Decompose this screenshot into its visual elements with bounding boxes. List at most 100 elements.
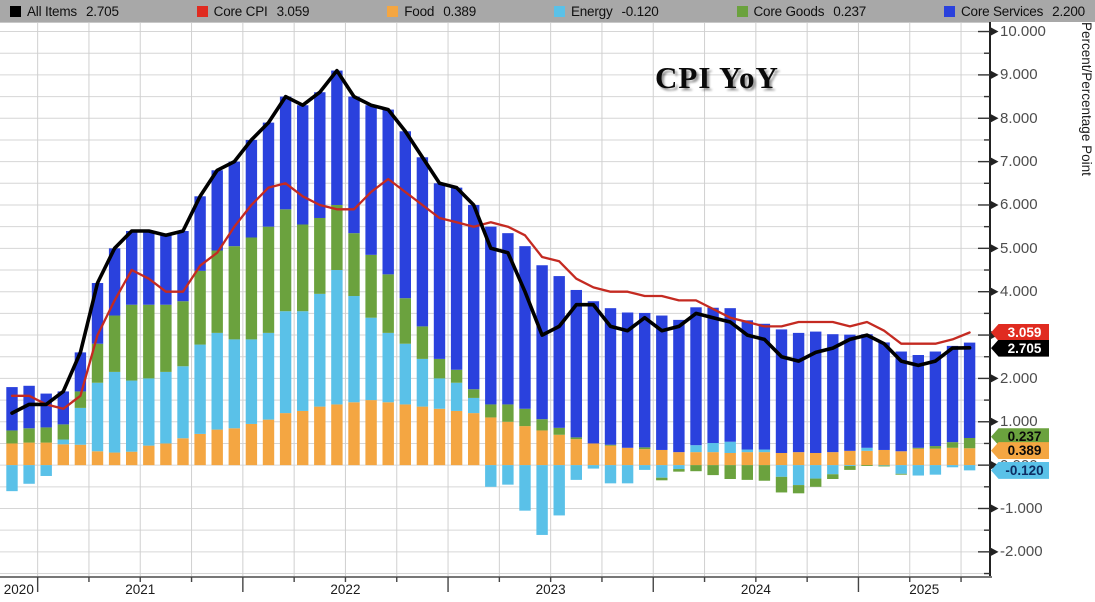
bar-segment-core-services[interactable] (40, 393, 52, 428)
bar-segment-core-services[interactable] (245, 139, 258, 238)
bar-segment-energy[interactable] (399, 343, 411, 405)
bar-segment-energy[interactable] (433, 378, 446, 409)
legend-item-core-services[interactable]: Core Services 2.200 (943, 4, 1085, 19)
bar-segment-core-goods[interactable] (810, 478, 822, 487)
bar-segment-core-services[interactable] (758, 323, 771, 450)
bar-segment-energy[interactable] (108, 371, 121, 453)
bar-segment-core-goods[interactable] (844, 466, 856, 470)
bar-segment-food[interactable] (143, 445, 155, 466)
bar-segment-food[interactable] (929, 448, 942, 466)
bar-segment-core-goods[interactable] (741, 465, 753, 480)
bar-segment-food[interactable] (912, 448, 924, 466)
bar-segment-core-services[interactable] (827, 334, 839, 453)
bar-segment-food[interactable] (827, 452, 839, 466)
bar-segment-food[interactable] (194, 433, 206, 466)
bar-segment-food[interactable] (348, 402, 360, 466)
bar-segment-core-goods[interactable] (314, 217, 326, 294)
bar-segment-energy[interactable] (485, 465, 497, 487)
bar-segment-food[interactable] (468, 413, 480, 466)
bar-segment-core-services[interactable] (23, 385, 35, 429)
bar-segment-food[interactable] (74, 444, 87, 466)
bar-segment-energy[interactable] (314, 293, 326, 407)
bar-segment-energy[interactable] (23, 465, 35, 484)
bar-segment-energy[interactable] (40, 465, 52, 476)
bar-segment-energy[interactable] (6, 465, 18, 492)
bar-segment-food[interactable] (57, 444, 69, 466)
bar-segment-energy[interactable] (177, 366, 189, 439)
bar-segment-core-services[interactable] (502, 233, 514, 405)
bar-segment-food[interactable] (758, 452, 771, 466)
bar-segment-food[interactable] (314, 406, 326, 466)
bar-segment-core-services[interactable] (570, 289, 582, 438)
bar-segment-core-services[interactable] (810, 331, 822, 453)
legend-item-all-items[interactable]: All Items 2.705 (10, 4, 119, 19)
bar-segment-food[interactable] (365, 400, 377, 466)
bar-segment-core-goods[interactable] (639, 447, 651, 450)
bar-segment-energy[interactable] (827, 465, 839, 475)
bar-segment-energy[interactable] (468, 397, 480, 414)
bar-segment-core-services[interactable] (656, 315, 668, 450)
bar-segment-core-goods[interactable] (673, 469, 685, 472)
bar-segment-core-services[interactable] (707, 307, 719, 444)
bar-segment-core-services[interactable] (399, 131, 411, 299)
bar-segment-energy[interactable] (553, 465, 565, 516)
bar-segment-core-services[interactable] (485, 226, 497, 405)
bar-segment-core-services[interactable] (741, 320, 753, 450)
bar-segment-energy[interactable] (416, 358, 429, 407)
bar-segment-core-services[interactable] (468, 204, 480, 390)
bar-segment-core-goods[interactable] (878, 465, 890, 467)
bar-segment-food[interactable] (656, 449, 668, 466)
bar-segment-energy[interactable] (57, 439, 69, 445)
bar-segment-core-goods[interactable] (160, 304, 172, 372)
bar-segment-food[interactable] (519, 426, 531, 466)
bar-segment-energy[interactable] (912, 465, 924, 476)
bar-segment-food[interactable] (707, 452, 719, 466)
bar-segment-food[interactable] (399, 404, 411, 466)
bar-segment-core-services[interactable] (160, 235, 172, 305)
bar-segment-core-services[interactable] (639, 312, 651, 448)
bar-segment-core-services[interactable] (126, 230, 138, 305)
bar-segment-core-services[interactable] (6, 387, 18, 431)
bar-segment-food[interactable] (792, 452, 805, 466)
bar-segment-food[interactable] (587, 443, 600, 466)
bar-segment-food[interactable] (724, 452, 736, 466)
bar-segment-energy[interactable] (963, 465, 976, 471)
bar-segment-food[interactable] (228, 428, 240, 466)
bar-segment-core-goods[interactable] (502, 404, 514, 422)
bar-segment-food[interactable] (23, 442, 35, 466)
legend-item-core-goods[interactable]: Core Goods 0.237 (736, 4, 866, 19)
bar-segment-energy[interactable] (724, 441, 736, 453)
bar-segment-energy[interactable] (792, 465, 805, 486)
bar-segment-food[interactable] (485, 417, 497, 466)
bar-segment-core-goods[interactable] (194, 270, 206, 345)
legend-item-food[interactable]: Food 0.389 (387, 4, 476, 19)
bar-segment-core-goods[interactable] (895, 473, 907, 475)
bar-segment-core-goods[interactable] (40, 427, 52, 443)
bar-segment-core-services[interactable] (724, 308, 736, 442)
bar-segment-core-goods[interactable] (485, 404, 497, 418)
bar-segment-core-goods[interactable] (177, 301, 189, 367)
bar-segment-food[interactable] (279, 413, 292, 466)
bar-segment-core-goods[interactable] (604, 444, 617, 446)
bar-segment-core-services[interactable] (177, 230, 189, 302)
bar-segment-food[interactable] (502, 421, 514, 466)
bar-segment-energy[interactable] (621, 465, 634, 484)
bar-segment-core-services[interactable] (587, 301, 600, 444)
bar-segment-food[interactable] (160, 443, 172, 466)
bar-segment-energy[interactable] (143, 378, 155, 446)
bar-segment-energy[interactable] (228, 339, 240, 429)
bar-segment-core-services[interactable] (536, 265, 548, 420)
bar-segment-core-goods[interactable] (262, 226, 275, 333)
bar-segment-food[interactable] (775, 452, 788, 466)
bar-segment-core-services[interactable] (878, 342, 890, 450)
bar-segment-core-goods[interactable] (382, 274, 394, 333)
bar-segment-food[interactable] (382, 402, 394, 466)
bar-segment-energy[interactable] (673, 465, 685, 470)
bar-segment-food[interactable] (211, 429, 223, 466)
bar-segment-core-goods[interactable] (792, 485, 805, 494)
bar-segment-core-goods[interactable] (553, 427, 565, 435)
bar-segment-energy[interactable] (656, 465, 668, 478)
bar-segment-core-goods[interactable] (399, 298, 411, 344)
bar-segment-core-services[interactable] (792, 332, 805, 453)
bar-segment-core-services[interactable] (929, 351, 942, 447)
